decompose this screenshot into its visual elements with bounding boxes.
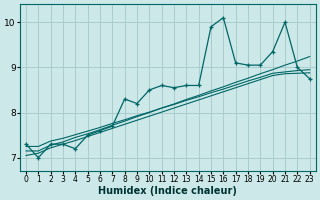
X-axis label: Humidex (Indice chaleur): Humidex (Indice chaleur) — [98, 186, 237, 196]
